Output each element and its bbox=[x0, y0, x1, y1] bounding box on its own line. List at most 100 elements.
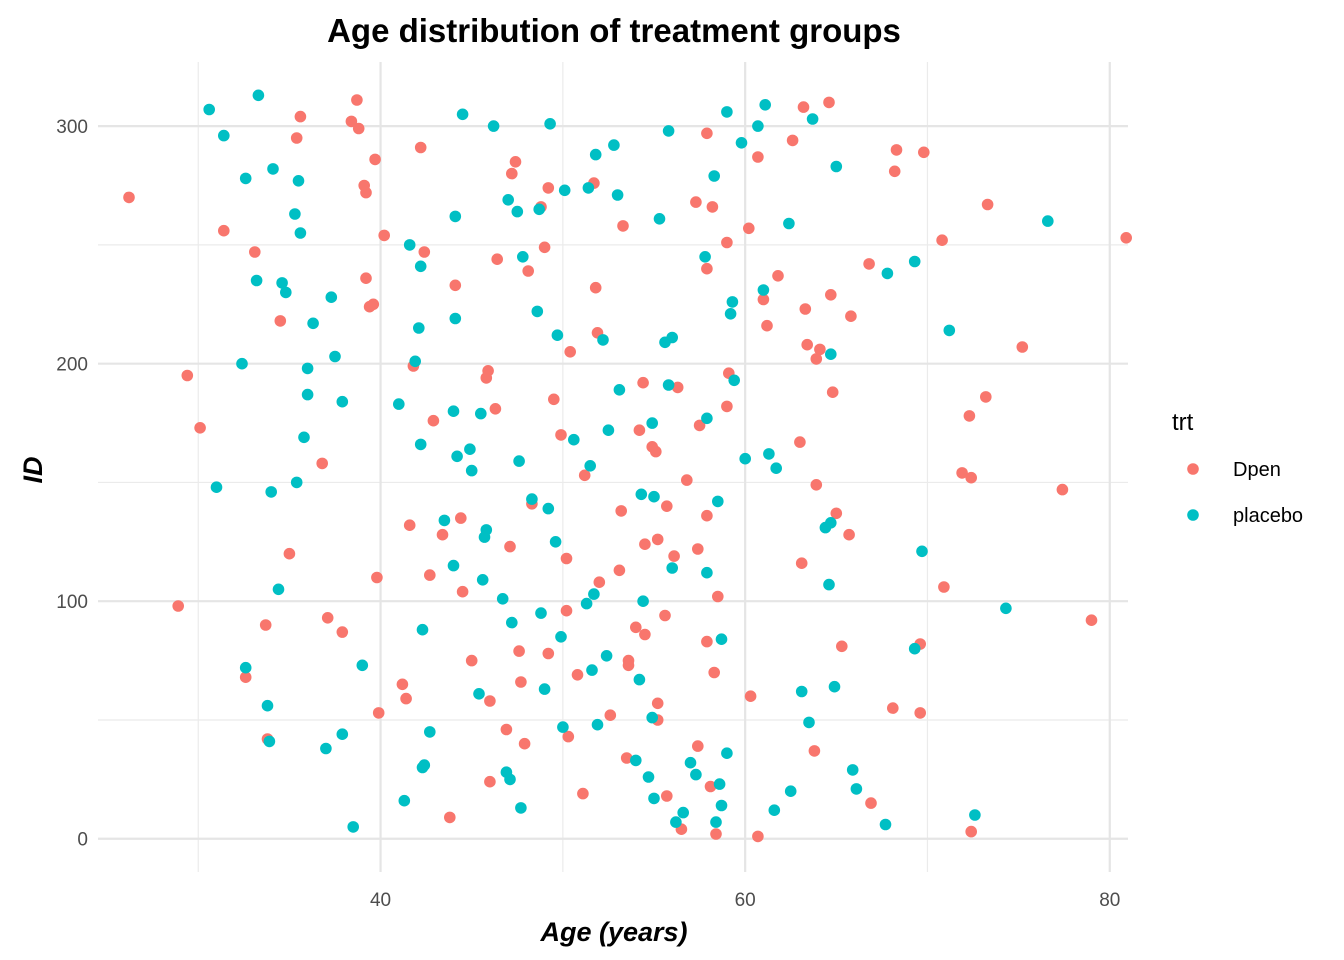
data-point bbox=[668, 550, 680, 562]
data-point bbox=[272, 583, 285, 596]
data-point bbox=[808, 745, 821, 757]
data-point bbox=[965, 471, 977, 484]
data-point bbox=[1085, 614, 1098, 626]
data-point bbox=[803, 716, 815, 729]
data-point bbox=[918, 146, 930, 159]
data-point bbox=[500, 723, 513, 736]
data-point bbox=[438, 514, 451, 527]
data-point bbox=[795, 557, 808, 569]
data-point bbox=[735, 137, 748, 149]
data-point bbox=[329, 350, 341, 363]
data-point bbox=[301, 388, 314, 401]
data-point bbox=[290, 132, 303, 144]
data-point bbox=[515, 676, 527, 688]
data-point bbox=[648, 792, 660, 805]
data-point bbox=[506, 167, 518, 180]
data-point bbox=[436, 528, 449, 541]
data-point bbox=[522, 265, 534, 277]
data-point bbox=[172, 600, 184, 612]
data-point bbox=[321, 612, 334, 624]
data-point bbox=[449, 210, 462, 223]
data-point bbox=[938, 581, 950, 593]
data-point bbox=[418, 759, 431, 771]
data-point bbox=[447, 405, 460, 418]
data-point bbox=[712, 590, 724, 603]
data-point bbox=[491, 253, 504, 265]
data-point bbox=[301, 362, 314, 375]
data-point bbox=[506, 616, 518, 629]
data-point bbox=[708, 170, 720, 182]
x-tick-label: 40 bbox=[370, 890, 391, 911]
data-point bbox=[752, 830, 764, 843]
data-point bbox=[721, 106, 733, 118]
data-point bbox=[336, 728, 349, 740]
data-point bbox=[666, 562, 678, 574]
data-point bbox=[662, 125, 675, 137]
data-point bbox=[535, 607, 547, 619]
data-point bbox=[424, 726, 436, 738]
data-point bbox=[1016, 341, 1029, 353]
data-point bbox=[489, 403, 502, 415]
data-point bbox=[726, 296, 739, 308]
data-point bbox=[294, 227, 307, 239]
data-point bbox=[351, 94, 363, 106]
data-point bbox=[325, 291, 338, 304]
data-point bbox=[533, 203, 545, 216]
data-point bbox=[710, 828, 722, 840]
data-point bbox=[761, 319, 773, 332]
data-point bbox=[728, 374, 740, 387]
data-point bbox=[239, 671, 252, 683]
data-point bbox=[526, 493, 538, 505]
data-point bbox=[250, 274, 263, 287]
data-point bbox=[267, 163, 279, 175]
data-point bbox=[783, 217, 795, 230]
data-point bbox=[538, 241, 551, 254]
data-point bbox=[465, 654, 478, 667]
data-point bbox=[465, 464, 478, 477]
data-point bbox=[418, 246, 431, 258]
data-point bbox=[630, 754, 642, 767]
data-point bbox=[289, 208, 301, 220]
data-point bbox=[830, 507, 843, 520]
data-point bbox=[677, 806, 689, 819]
data-point bbox=[424, 569, 436, 581]
data-point bbox=[786, 134, 799, 147]
data-point bbox=[617, 220, 629, 232]
data-point bbox=[770, 462, 782, 475]
data-point bbox=[588, 588, 600, 600]
data-point bbox=[759, 99, 771, 111]
data-point bbox=[724, 308, 737, 320]
data-point bbox=[542, 182, 555, 194]
data-point bbox=[259, 619, 272, 631]
data-point bbox=[449, 279, 462, 292]
data-point bbox=[690, 196, 702, 208]
data-point bbox=[181, 369, 194, 382]
data-point bbox=[369, 153, 381, 166]
data-point bbox=[721, 236, 733, 249]
data-point bbox=[825, 348, 837, 361]
data-point bbox=[320, 742, 332, 755]
data-point bbox=[484, 695, 496, 707]
data-point bbox=[307, 317, 319, 330]
data-point bbox=[810, 479, 823, 491]
data-point bbox=[542, 502, 555, 515]
data-point bbox=[965, 825, 977, 838]
data-point bbox=[943, 324, 956, 337]
data-point bbox=[560, 552, 573, 565]
data-point bbox=[635, 488, 648, 501]
data-point bbox=[659, 609, 671, 622]
data-point bbox=[704, 780, 717, 793]
data-point bbox=[671, 381, 684, 394]
data-point bbox=[693, 419, 706, 432]
data-point bbox=[496, 593, 509, 605]
data-point bbox=[487, 120, 500, 132]
data-point bbox=[218, 129, 230, 142]
data-point bbox=[280, 286, 292, 299]
y-tick-label: 200 bbox=[56, 355, 88, 376]
y-tick-label: 100 bbox=[56, 592, 88, 613]
data-point bbox=[936, 234, 948, 246]
data-point bbox=[416, 623, 429, 636]
data-point bbox=[916, 545, 928, 558]
y-axis-title: ID bbox=[18, 457, 48, 484]
data-point bbox=[863, 258, 875, 270]
